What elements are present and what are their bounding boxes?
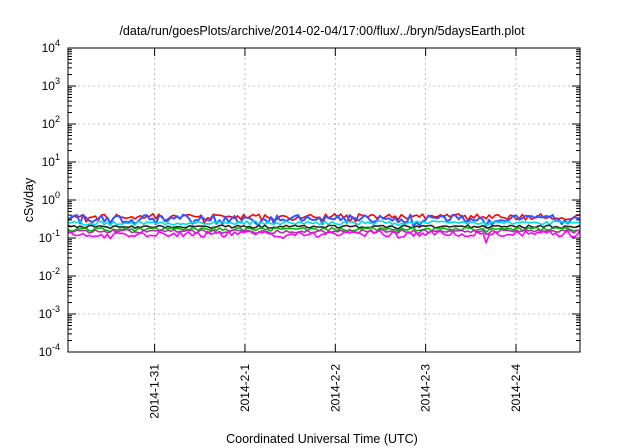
x-axis: 2014-1-31 2014-2-1 2014-2-2 2014-2-3 2014-2-… bbox=[148, 48, 523, 419]
y-tick-label: 103 bbox=[42, 76, 60, 93]
chart-title: /data/run/goesPlots/archive/2014-02-04/1… bbox=[119, 24, 525, 38]
grid bbox=[68, 48, 580, 352]
y-tick-label: 10-4 bbox=[39, 342, 60, 359]
y-tick-label: 10-1 bbox=[39, 228, 60, 245]
series-layer bbox=[67, 213, 581, 244]
y-tick-label: 101 bbox=[42, 152, 60, 169]
x-axis-label: Coordinated Universal Time (UTC) bbox=[226, 432, 418, 446]
x-tick-label: 2014-2-2 bbox=[328, 364, 342, 412]
series-line bbox=[67, 224, 581, 230]
x-tick-label: 2014-1-31 bbox=[148, 364, 162, 419]
y-tick-label: 100 bbox=[42, 190, 60, 207]
x-tick-label: 2014-2-4 bbox=[509, 364, 523, 412]
x-tick-label: 2014-2-1 bbox=[238, 364, 252, 412]
series-line bbox=[67, 220, 581, 227]
y-tick-label: 10-2 bbox=[39, 266, 60, 283]
y-tick-label: 102 bbox=[42, 114, 60, 131]
y-axis-label: cSv/day bbox=[22, 177, 36, 222]
series-line bbox=[67, 230, 581, 244]
y-tick-label: 10-3 bbox=[39, 304, 60, 321]
y-axis: 10-4 10-3 10-2 10-1 100 101 102 103 104 bbox=[39, 38, 580, 359]
x-tick-label: 2014-2-3 bbox=[419, 364, 433, 412]
series-line bbox=[67, 226, 581, 233]
y-tick-label: 104 bbox=[42, 38, 60, 55]
